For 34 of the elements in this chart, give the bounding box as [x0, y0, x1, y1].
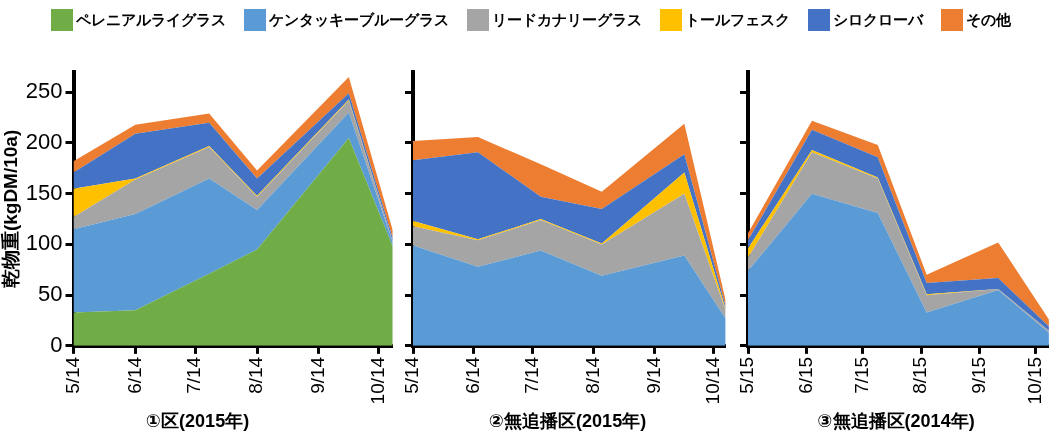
legend-label: トールフェスク — [684, 9, 790, 31]
x-tick-label: 9/15 — [967, 356, 989, 394]
text: ②無追播区(2015年) — [488, 411, 647, 432]
x-tick-label: 10/14 — [367, 356, 388, 405]
y-tick-label: 0 — [50, 331, 63, 357]
x-tick-label: 9/14 — [643, 356, 665, 394]
x-tick-label: 10/14 — [702, 356, 724, 405]
x-tick-label: 6/14 — [123, 356, 145, 394]
x-tick-label: 5/14 — [401, 356, 423, 394]
x-tick-label: 5/15 — [736, 356, 758, 394]
x-tick-label: 7/15 — [850, 356, 872, 394]
legend-label: ペレニアルライグラス — [75, 9, 226, 31]
x-tick-label: 8/14 — [245, 356, 267, 394]
x-tick-label: 9/14 — [307, 356, 329, 394]
y-tick-label: 100 — [25, 230, 63, 256]
text: ①区(2015年) — [145, 411, 250, 432]
x-tick-label: 7/14 — [183, 356, 205, 394]
x-tick-label: 6/14 — [462, 356, 484, 394]
x-tick-label: 8/14 — [582, 356, 604, 394]
legend-label: その他 — [965, 9, 1011, 31]
x-tick-label: 10/15 — [1024, 356, 1045, 405]
y-tick-label: 200 — [25, 129, 63, 155]
y-tick-label: 250 — [25, 78, 63, 104]
legend-label: シロクローバ — [832, 9, 923, 31]
x-tick-label: 6/15 — [794, 356, 816, 394]
legend-label: ケンタッキーブルーグラス — [268, 9, 449, 31]
x-tick-label: 7/14 — [521, 356, 543, 394]
text: ③無追播区(2014年) — [817, 411, 975, 432]
y-axis-title: 乾物重(kgDM/10a) — [0, 129, 21, 289]
x-tick-label: 8/15 — [909, 356, 931, 394]
y-tick-label: 150 — [25, 179, 63, 205]
legend-label: リードカナリーグラス — [491, 9, 642, 31]
x-tick-label: 5/14 — [61, 356, 83, 394]
y-tick-label: 50 — [38, 281, 63, 307]
